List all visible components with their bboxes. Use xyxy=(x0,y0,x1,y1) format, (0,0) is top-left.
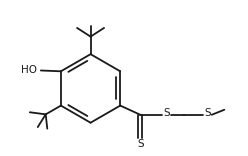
Text: HO: HO xyxy=(21,66,37,76)
Text: S: S xyxy=(204,108,211,118)
Text: S: S xyxy=(164,108,170,118)
Text: S: S xyxy=(137,139,144,149)
